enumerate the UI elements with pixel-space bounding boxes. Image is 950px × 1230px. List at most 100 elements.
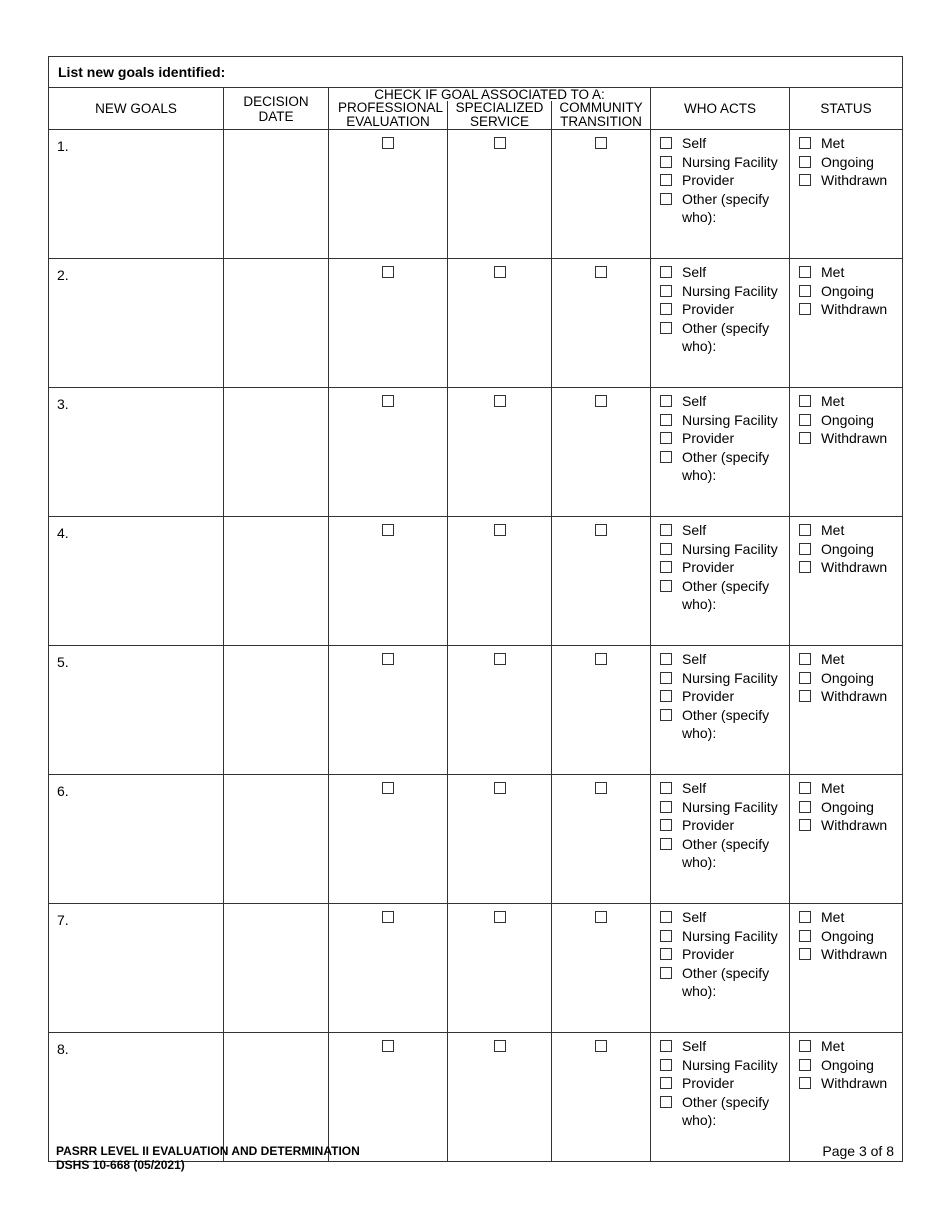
status-option[interactable]: Ongoing [799, 411, 902, 430]
professional-evaluation-checkbox[interactable] [382, 911, 394, 924]
status-checkbox[interactable] [799, 929, 811, 942]
who-acts-checkbox[interactable] [660, 708, 672, 721]
who-acts-checkbox[interactable] [660, 782, 672, 794]
who-acts-checkbox[interactable] [660, 800, 672, 813]
who-acts-checkbox[interactable] [660, 948, 672, 960]
status-checkbox[interactable] [799, 671, 811, 684]
status-checkbox[interactable] [799, 1077, 811, 1089]
status-option[interactable]: Withdrawn [799, 429, 902, 448]
who-acts-checkbox[interactable] [660, 1095, 672, 1108]
professional-evaluation-checkbox[interactable] [382, 266, 394, 279]
who-acts-option[interactable]: Other (specify who): [660, 448, 789, 485]
goal-cell[interactable]: 3. [48, 387, 224, 517]
status-checkbox[interactable] [799, 266, 811, 278]
who-acts-option[interactable]: Provider [660, 171, 789, 190]
who-acts-option[interactable]: Nursing Facility [660, 798, 789, 817]
status-option[interactable]: Met [799, 134, 902, 153]
who-acts-checkbox[interactable] [660, 579, 672, 592]
community-transition-checkbox[interactable] [595, 653, 607, 666]
decision-date-cell[interactable] [223, 129, 329, 259]
who-acts-option[interactable]: Self [660, 908, 789, 927]
decision-date-cell[interactable] [223, 1032, 329, 1162]
who-acts-option[interactable]: Nursing Facility [660, 927, 789, 946]
status-option[interactable]: Met [799, 908, 902, 927]
who-acts-checkbox[interactable] [660, 561, 672, 573]
specialized-service-checkbox[interactable] [493, 137, 506, 150]
who-acts-checkbox[interactable] [660, 671, 672, 684]
status-option[interactable]: Withdrawn [799, 945, 902, 964]
who-acts-checkbox[interactable] [660, 266, 672, 278]
who-acts-option[interactable]: Nursing Facility [660, 669, 789, 688]
status-checkbox[interactable] [799, 1058, 811, 1071]
specialized-service-checkbox[interactable] [493, 266, 506, 279]
professional-evaluation-checkbox[interactable] [382, 137, 394, 150]
who-acts-option[interactable]: Provider [660, 300, 789, 319]
who-acts-option[interactable]: Other (specify who): [660, 706, 789, 743]
who-acts-option[interactable]: Self [660, 1037, 789, 1056]
status-option[interactable]: Withdrawn [799, 300, 902, 319]
goal-cell[interactable]: 2. [48, 258, 224, 388]
status-option[interactable]: Ongoing [799, 669, 902, 688]
who-acts-checkbox[interactable] [660, 284, 672, 297]
community-transition-checkbox[interactable] [595, 137, 607, 150]
who-acts-checkbox[interactable] [660, 432, 672, 444]
specialized-service-checkbox[interactable] [493, 524, 506, 537]
status-option[interactable]: Ongoing [799, 153, 902, 172]
status-option[interactable]: Ongoing [799, 540, 902, 559]
community-transition-checkbox[interactable] [595, 395, 607, 408]
who-acts-checkbox[interactable] [660, 395, 672, 407]
decision-date-cell[interactable] [223, 774, 329, 904]
who-acts-checkbox[interactable] [660, 542, 672, 555]
status-checkbox[interactable] [799, 303, 811, 315]
who-acts-checkbox[interactable] [660, 1058, 672, 1071]
who-acts-checkbox[interactable] [660, 413, 672, 426]
status-checkbox[interactable] [799, 911, 811, 923]
status-checkbox[interactable] [799, 395, 811, 407]
status-option[interactable]: Ongoing [799, 282, 902, 301]
decision-date-cell[interactable] [223, 516, 329, 646]
who-acts-checkbox[interactable] [660, 155, 672, 168]
who-acts-option[interactable]: Self [660, 521, 789, 540]
status-checkbox[interactable] [799, 174, 811, 186]
who-acts-checkbox[interactable] [660, 174, 672, 186]
who-acts-option[interactable]: Provider [660, 687, 789, 706]
status-option[interactable]: Withdrawn [799, 1074, 902, 1093]
status-checkbox[interactable] [799, 137, 811, 149]
decision-date-cell[interactable] [223, 645, 329, 775]
community-transition-checkbox[interactable] [595, 782, 607, 795]
status-checkbox[interactable] [799, 948, 811, 960]
goal-cell[interactable]: 7. [48, 903, 224, 1033]
decision-date-cell[interactable] [223, 903, 329, 1033]
who-acts-checkbox[interactable] [660, 1077, 672, 1089]
who-acts-checkbox[interactable] [660, 303, 672, 315]
status-checkbox[interactable] [799, 800, 811, 813]
status-option[interactable]: Ongoing [799, 1056, 902, 1075]
status-checkbox[interactable] [799, 819, 811, 831]
who-acts-option[interactable]: Nursing Facility [660, 411, 789, 430]
who-acts-option[interactable]: Other (specify who): [660, 577, 789, 614]
goal-cell[interactable]: 6. [48, 774, 224, 904]
community-transition-checkbox[interactable] [595, 524, 607, 537]
who-acts-option[interactable]: Nursing Facility [660, 1056, 789, 1075]
who-acts-option[interactable]: Other (specify who): [660, 1093, 789, 1130]
status-checkbox[interactable] [799, 524, 811, 536]
status-option[interactable]: Withdrawn [799, 558, 902, 577]
status-checkbox[interactable] [799, 542, 811, 555]
who-acts-option[interactable]: Other (specify who): [660, 964, 789, 1001]
who-acts-option[interactable]: Nursing Facility [660, 540, 789, 559]
who-acts-checkbox[interactable] [660, 653, 672, 665]
who-acts-checkbox[interactable] [660, 966, 672, 979]
who-acts-option[interactable]: Self [660, 779, 789, 798]
specialized-service-checkbox[interactable] [493, 1040, 506, 1053]
who-acts-option[interactable]: Other (specify who): [660, 190, 789, 227]
status-option[interactable]: Met [799, 650, 902, 669]
who-acts-checkbox[interactable] [660, 321, 672, 334]
goal-cell[interactable]: 5. [48, 645, 224, 775]
specialized-service-checkbox[interactable] [493, 395, 506, 408]
who-acts-option[interactable]: Nursing Facility [660, 153, 789, 172]
goal-cell[interactable]: 8. [48, 1032, 224, 1162]
decision-date-cell[interactable] [223, 258, 329, 388]
status-option[interactable]: Ongoing [799, 798, 902, 817]
who-acts-option[interactable]: Other (specify who): [660, 835, 789, 872]
specialized-service-checkbox[interactable] [493, 653, 506, 666]
